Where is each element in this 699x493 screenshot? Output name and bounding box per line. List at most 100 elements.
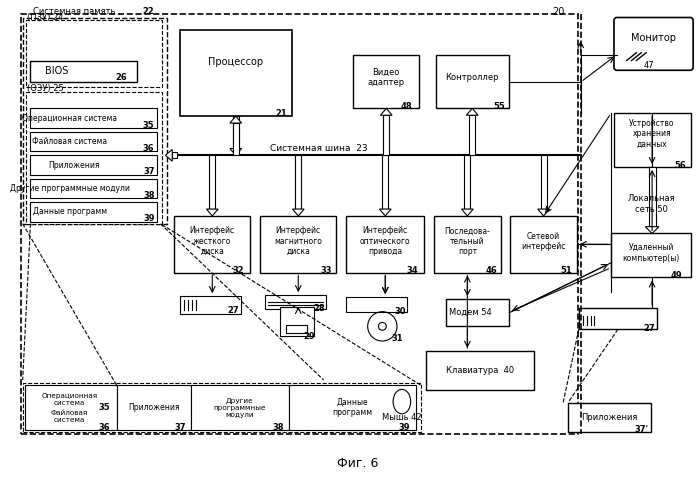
FancyBboxPatch shape [117, 385, 191, 430]
Text: 37: 37 [174, 423, 186, 431]
Text: Модем 54: Модем 54 [449, 308, 491, 317]
Text: 21: 21 [276, 109, 287, 118]
Polygon shape [166, 149, 172, 161]
FancyBboxPatch shape [180, 296, 240, 314]
FancyBboxPatch shape [26, 20, 162, 87]
Text: 38: 38 [272, 423, 284, 431]
Text: BIOS: BIOS [45, 66, 69, 76]
FancyBboxPatch shape [260, 216, 336, 273]
Text: 36: 36 [143, 144, 154, 153]
FancyBboxPatch shape [446, 299, 510, 326]
Text: Другие
программные
модули: Другие программные модули [213, 397, 266, 418]
FancyBboxPatch shape [180, 30, 292, 116]
FancyBboxPatch shape [426, 351, 534, 390]
FancyBboxPatch shape [540, 155, 547, 209]
Polygon shape [380, 108, 392, 115]
Text: 46: 46 [486, 266, 498, 275]
Text: Файловая
система: Файловая система [51, 410, 88, 423]
Text: Устройство
хранения
данных: Устройство хранения данных [629, 119, 675, 149]
Text: 36: 36 [98, 423, 110, 431]
Text: Приложения: Приложения [128, 403, 180, 412]
FancyBboxPatch shape [434, 216, 500, 273]
FancyBboxPatch shape [286, 325, 307, 333]
Text: Интерфейс
магнитного
диска: Интерфейс магнитного диска [274, 226, 322, 256]
Text: Системная шина  23: Системная шина 23 [270, 144, 368, 153]
FancyBboxPatch shape [22, 18, 167, 224]
FancyBboxPatch shape [464, 155, 470, 209]
Text: 34: 34 [407, 266, 419, 275]
Text: 37': 37' [634, 425, 649, 434]
Text: 37: 37 [143, 168, 154, 176]
Text: 33: 33 [321, 266, 333, 275]
Text: 31: 31 [391, 334, 403, 343]
FancyBboxPatch shape [296, 155, 301, 209]
Text: Сетевой
интерфейс: Сетевой интерфейс [521, 232, 565, 251]
Text: 47: 47 [644, 61, 654, 70]
Text: Последова-
тельный
порт: Последова- тельный порт [445, 226, 490, 256]
Text: Операционная
система: Операционная система [41, 393, 98, 406]
FancyBboxPatch shape [382, 155, 388, 209]
Text: Файловая система: Файловая система [32, 137, 107, 146]
Text: 49: 49 [671, 271, 682, 280]
Polygon shape [230, 148, 242, 155]
Text: 30: 30 [394, 307, 405, 316]
FancyBboxPatch shape [210, 155, 215, 209]
FancyBboxPatch shape [29, 202, 157, 222]
Text: Операционная система: Операционная система [22, 114, 117, 123]
Text: 28: 28 [313, 304, 324, 313]
Polygon shape [380, 209, 391, 216]
FancyBboxPatch shape [233, 116, 238, 148]
Text: Другие программные модули: Другие программные модули [10, 184, 129, 193]
Text: 48: 48 [401, 102, 412, 111]
Text: Клавиатура  40: Клавиатура 40 [446, 366, 514, 375]
FancyBboxPatch shape [265, 295, 326, 309]
Text: 22: 22 [142, 7, 154, 16]
Polygon shape [461, 209, 473, 216]
FancyBboxPatch shape [579, 308, 657, 329]
Polygon shape [466, 108, 478, 115]
FancyBboxPatch shape [21, 14, 578, 434]
Text: (ОЗУ) 25: (ОЗУ) 25 [27, 84, 64, 93]
FancyBboxPatch shape [29, 132, 157, 151]
FancyBboxPatch shape [346, 216, 424, 273]
FancyBboxPatch shape [614, 18, 693, 70]
Polygon shape [206, 209, 218, 216]
Text: 32: 32 [233, 266, 245, 275]
Text: 29: 29 [303, 332, 315, 341]
FancyBboxPatch shape [568, 403, 651, 432]
Text: 38: 38 [143, 191, 154, 200]
Text: 39: 39 [143, 214, 154, 223]
FancyBboxPatch shape [29, 179, 157, 198]
Text: Интерфейс
оптического
привода: Интерфейс оптического привода [360, 226, 410, 256]
FancyBboxPatch shape [24, 385, 117, 430]
Text: Удаленный
компьютер(ы): Удаленный компьютер(ы) [623, 244, 679, 263]
FancyBboxPatch shape [280, 307, 314, 336]
Text: 26: 26 [115, 72, 127, 82]
FancyBboxPatch shape [172, 152, 177, 158]
FancyBboxPatch shape [29, 108, 157, 128]
Polygon shape [538, 209, 549, 216]
Text: Данные программ: Данные программ [33, 208, 107, 216]
Text: 39: 39 [398, 423, 410, 431]
Text: 35: 35 [98, 403, 110, 412]
FancyBboxPatch shape [436, 55, 510, 108]
Text: Интерфейс
жесткого
диска: Интерфейс жесткого диска [189, 226, 235, 256]
FancyBboxPatch shape [22, 383, 421, 432]
Text: Локальная
сеть 50: Локальная сеть 50 [627, 194, 675, 214]
Text: 35: 35 [143, 120, 154, 130]
Text: Монитор: Монитор [630, 33, 675, 43]
Text: Видео
адаптер: Видео адаптер [368, 68, 405, 87]
FancyBboxPatch shape [29, 61, 137, 82]
FancyBboxPatch shape [174, 216, 250, 273]
Text: Мышь 42: Мышь 42 [382, 413, 421, 422]
Text: Приложения: Приложения [581, 413, 637, 422]
Text: Контроллер: Контроллер [445, 72, 499, 82]
FancyBboxPatch shape [289, 385, 416, 430]
FancyBboxPatch shape [191, 385, 289, 430]
FancyBboxPatch shape [469, 115, 475, 155]
Text: Системная память: Системная память [34, 7, 115, 16]
Text: 51: 51 [560, 266, 572, 275]
FancyBboxPatch shape [233, 123, 238, 155]
FancyBboxPatch shape [649, 167, 656, 227]
Text: (ПЗУ) 24: (ПЗУ) 24 [27, 13, 64, 22]
